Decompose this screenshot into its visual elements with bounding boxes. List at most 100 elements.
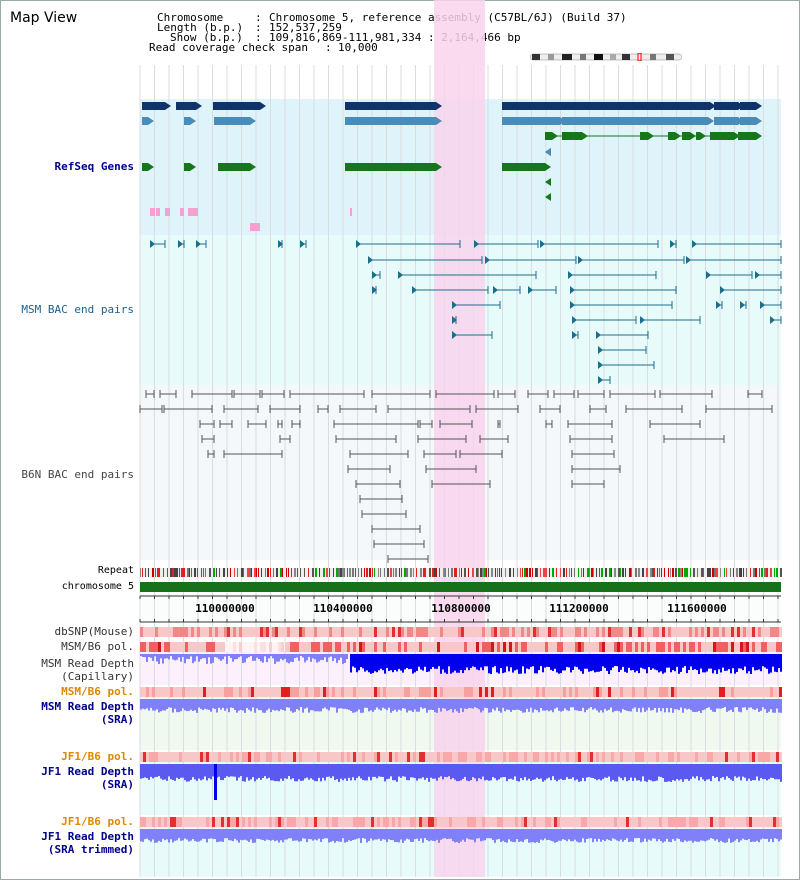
msm-b6-pol-cell (230, 687, 233, 697)
axis-tick-label: 110000000 (195, 602, 255, 615)
msm-cap-depth-bar (402, 654, 404, 673)
jf1-b6-pol-cell (755, 817, 758, 827)
msm-b6-pol-cell (188, 687, 191, 697)
dbsnp-cell (353, 627, 356, 637)
msm-sra-depth-bar (272, 699, 274, 710)
msm-sra-depth-bar (560, 699, 562, 712)
msm-cap-depth-bar (726, 654, 728, 671)
dbsnp-cell (428, 627, 431, 637)
repeat-element (254, 568, 256, 577)
jf1-trim-depth-bar (252, 829, 254, 843)
msm-cap-depth-bar (394, 654, 396, 670)
jf1-trim-depth-bar (302, 829, 304, 839)
jf1-b6-pol-cell (206, 817, 209, 827)
jf1-sra-depth-bar (568, 764, 570, 779)
jf1-b6-pol-cell (707, 817, 710, 827)
msm-cap-depth-bar (254, 654, 256, 661)
jf1-trim-depth-bar (238, 829, 240, 843)
jf1-b6-pol-cell (230, 752, 233, 762)
dbsnp-cell (146, 627, 149, 637)
msm-b6-pol-cell (299, 687, 302, 697)
jf1-sra-depth-bar (470, 764, 472, 781)
msm-b6-pol-cell (668, 687, 671, 697)
jf1-trim-depth-bar (564, 829, 566, 840)
msm-sra-depth-bar (508, 699, 510, 710)
repeat-element (513, 568, 514, 577)
msm-b6-pol-cell (713, 642, 716, 652)
msm-b6-pol-cell (485, 687, 488, 697)
msm-sra-depth-bar (442, 699, 444, 709)
msm-b6-pol-cell (314, 687, 317, 697)
msm-b6-pol-cell (638, 687, 641, 697)
jf1-b6-pol-cell (239, 817, 242, 827)
repeat-element (273, 568, 274, 577)
jf1-sra-depth-bar (614, 764, 616, 782)
jf1-sra-depth-bar (646, 764, 648, 782)
jf1-b6-pol-cell (587, 752, 590, 762)
jf1-trim-depth-bar (496, 829, 498, 840)
msm-sra-depth-bar (316, 699, 318, 712)
jf1-b6-pol-cell (578, 752, 581, 762)
jf1-sra-depth-bar (620, 764, 622, 779)
jf1-b6-pol-cell (557, 817, 560, 827)
repeat-element (707, 568, 709, 577)
dbsnp-cell (593, 627, 596, 637)
repeat-element (197, 568, 198, 577)
msm-b6-pol-cell (563, 687, 566, 697)
repeat-element (181, 568, 183, 577)
track-label-refseq[interactable]: RefSeq Genes (54, 160, 134, 173)
msm-sra-depth-bar (618, 699, 620, 712)
track-label-msm-depth-capillary[interactable]: MSM Read Depth (41, 657, 134, 670)
msm-b6-pol-cell (452, 687, 455, 697)
track-label-repeat[interactable]: Repeat (97, 565, 134, 576)
jf1-sra-depth-bar (384, 764, 386, 782)
track-label-b6n-bac[interactable]: B6N BAC end pairs (21, 468, 134, 481)
repeat-element (390, 568, 392, 577)
dbsnp-cell (347, 627, 350, 637)
track-label-jf1-b6-pol-2[interactable]: JF1/B6 pol. (61, 815, 134, 828)
track-label-jf1-depth-sra[interactable]: JF1 Read Depth (41, 765, 134, 778)
jf1-b6-pol-cell (629, 752, 632, 762)
msm-sra-depth-bar (190, 699, 192, 710)
page-title: Map View (10, 10, 78, 26)
msm-cap-depth-bar (504, 654, 506, 673)
jf1-sra-depth-bar (714, 764, 716, 778)
jf1-trim-depth-bar (298, 829, 300, 842)
msm-b6-pol-cell (389, 687, 392, 697)
msm-b6-pol-cell (515, 687, 518, 697)
track-label-jf1-b6-pol[interactable]: JF1/B6 pol. (61, 750, 134, 763)
chromosome-label: Chromosome (157, 11, 224, 24)
dbsnp-cell (479, 627, 482, 637)
msm-sra-depth-bar (566, 699, 568, 711)
jf1-trim-depth-bar (414, 829, 416, 840)
strand-arrow-icon (710, 102, 716, 110)
msm-cap-depth-bar (262, 654, 264, 663)
jf1-trim-depth-bar (314, 829, 316, 840)
msm-b6-pol-cell (755, 642, 758, 652)
track-label-dbsnp[interactable]: dbSNP(Mouse) (54, 625, 134, 638)
jf1-b6-pol-cell (380, 817, 383, 827)
msm-b6-pol-cell (317, 687, 320, 697)
jf1-sra-depth-bar (448, 764, 450, 777)
strand-arrow-icon (690, 132, 696, 140)
msm-cap-depth-bar (320, 654, 322, 660)
track-label-msm-b6-pol-2[interactable]: MSM/B6 pol. (61, 685, 134, 698)
msm-sra-depth-bar (476, 699, 478, 709)
jf1-trim-depth-bar (312, 829, 314, 841)
track-label-jf1-depth-trimmed[interactable]: JF1 Read Depth (41, 830, 134, 843)
jf1-b6-pol-cell (389, 752, 392, 762)
track-label-msm-b6-pol[interactable]: MSM/B6 pol. (61, 640, 134, 653)
track-label-msm-depth-sra[interactable]: MSM Read Depth (41, 700, 134, 713)
jf1-b6-pol-cell (659, 817, 662, 827)
jf1-sra-depth-bar (754, 764, 756, 781)
track-label-msm-bac[interactable]: MSM BAC end pairs (21, 303, 134, 316)
chromosome-ideogram[interactable] (530, 53, 682, 61)
msm-b6-pol-cell (512, 642, 515, 652)
repeat-element (155, 568, 156, 577)
msm-cap-depth-bar (176, 654, 178, 660)
msm-cap-depth-bar (728, 654, 730, 670)
jf1-b6-pol-cell (638, 752, 641, 762)
jf1-sra-depth-bar (462, 764, 464, 779)
jf1-b6-pol-cell (554, 752, 557, 762)
